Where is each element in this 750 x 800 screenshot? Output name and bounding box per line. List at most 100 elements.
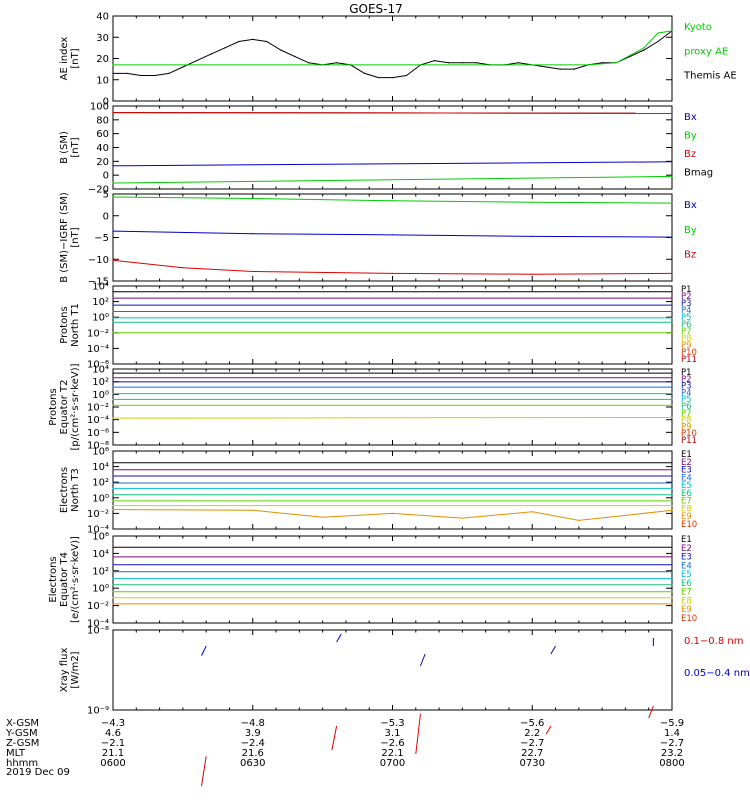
y-tick-label: 10⁶: [92, 532, 109, 543]
y-tick-label: 10⁴: [92, 462, 109, 473]
data-point: [671, 462, 673, 464]
footer-row-label: X-GSM: [6, 718, 39, 729]
y-tick-label: 60: [96, 129, 109, 140]
y-tick-label: 10⁻²: [87, 601, 109, 612]
data-point: [671, 487, 673, 490]
data-point: [266, 40, 268, 43]
data-point: [280, 49, 282, 51]
footer-value: 21.1: [102, 748, 124, 759]
y-tick-label: −15: [88, 277, 109, 288]
data-point: [461, 517, 463, 519]
date-label: 2019 Dec 09: [6, 767, 70, 778]
data-point: [112, 317, 114, 319]
legend-label: P9: [681, 341, 692, 351]
y-tick-label: 10⁻⁴: [87, 415, 109, 426]
y-axis-label-line: North T3: [70, 468, 81, 512]
y-axis-label-line: B (SM)−IGRF (SM): [59, 192, 70, 283]
data-point: [252, 509, 254, 511]
data-point: [671, 291, 673, 293]
data-point: [363, 72, 366, 74]
data-point: [643, 47, 645, 49]
data-point: [671, 482, 673, 484]
legend-label: E10: [681, 520, 697, 530]
data-point: [578, 519, 580, 522]
data-point: [391, 77, 394, 79]
footer-value: 21.6: [242, 748, 264, 759]
panel-3: 5 0 −5 −10 −15 B (SM)−IGRF (SM) [nT] Bx By Bz: [59, 190, 697, 288]
data-point: [112, 469, 114, 471]
legend-label: Bx: [684, 200, 697, 211]
data-point: [671, 236, 673, 238]
y-tick-label: −10: [88, 255, 109, 266]
data-point: [461, 62, 463, 64]
footer-row-label: MLT: [6, 748, 26, 759]
footer-value: 2.2: [524, 728, 540, 739]
legend-label: E7: [681, 497, 692, 507]
data-point: [671, 297, 673, 299]
panel-frame: [112, 535, 673, 624]
y-axis-label-line: AE index: [59, 37, 70, 81]
data-segment: [201, 645, 207, 656]
data-point: [671, 494, 673, 496]
footer-value: −2.7: [660, 738, 684, 749]
legend-label: E9: [681, 512, 692, 522]
data-point: [112, 165, 114, 167]
panel-frame: [112, 368, 673, 446]
legend-label: Bz: [684, 149, 696, 160]
legend-label: P5: [681, 395, 692, 405]
data-point: [531, 273, 533, 275]
data-series-Bz: [112, 112, 673, 114]
data-point: [671, 398, 673, 400]
y-tick-label: 10⁴: [92, 549, 109, 560]
legend-label: E3: [681, 466, 692, 476]
legend-label: E5: [681, 481, 692, 491]
data-point: [252, 270, 254, 273]
footer-value: −5.9: [660, 718, 684, 729]
legend-label: P3: [681, 382, 692, 392]
footer-value: −5.6: [520, 718, 544, 729]
data-point: [671, 469, 673, 471]
footer-value: 0630: [240, 758, 265, 769]
legend-label: By: [684, 130, 697, 141]
data-point: [671, 272, 673, 275]
panel-frame: [112, 193, 673, 282]
legend-label: P8: [681, 416, 692, 426]
data-point: [671, 500, 673, 502]
data-point: [112, 112, 114, 114]
data-point: [531, 511, 533, 513]
chart-title: GOES-17: [349, 2, 403, 16]
data-segment: [648, 705, 654, 719]
data-point: [587, 64, 589, 66]
legend-label: P6: [681, 320, 692, 330]
y-axis-label-line: Protons: [48, 388, 59, 425]
data-point: [210, 53, 212, 55]
data-point: [196, 60, 198, 62]
y-tick-label: 10²: [92, 566, 109, 577]
y-axis-label-line: [W/m2]: [70, 651, 81, 688]
data-point: [112, 392, 114, 395]
data-point: [112, 64, 114, 66]
data-point: [531, 201, 533, 203]
data-point: [615, 62, 617, 64]
data-point: [252, 197, 254, 200]
data-point: [112, 417, 114, 419]
data-point: [112, 578, 114, 580]
legend-label: E4: [681, 561, 692, 571]
y-axis-label-line: [p/(cm²·s·sr·keV)]: [70, 363, 81, 450]
data-point: [112, 72, 114, 74]
y-tick-label: −20: [88, 185, 109, 196]
data-point: [643, 49, 645, 51]
legend-label: E8: [681, 504, 692, 514]
y-tick-label: 20: [96, 157, 109, 168]
legend-label: Themis AE: [683, 71, 737, 82]
y-tick-label: −5: [94, 233, 109, 244]
data-point: [671, 416, 673, 419]
y-tick-label: 10⁰: [92, 584, 109, 595]
data-series-Bx: [112, 161, 673, 167]
data-point: [545, 66, 547, 68]
y-axis-label-line: Protons: [59, 306, 70, 343]
